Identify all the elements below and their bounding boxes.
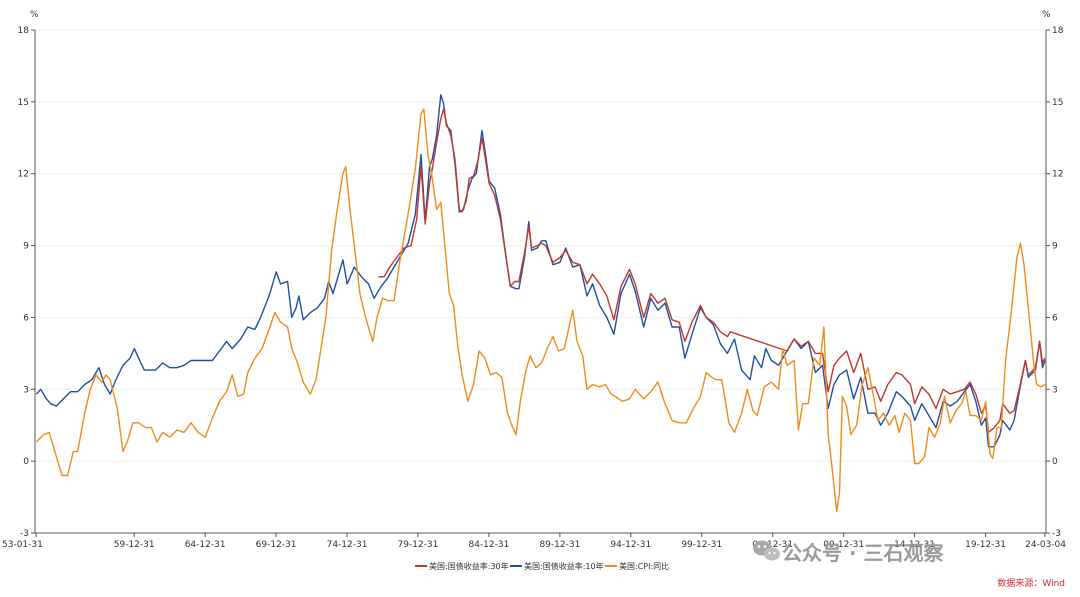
- x-tick-label-10: 04-12-31: [752, 540, 793, 550]
- watermark: 公众号 · 三石观察: [753, 540, 945, 565]
- series-line-2: [35, 108, 1046, 513]
- y-right-tick-label-6: 15: [1052, 98, 1063, 108]
- legend: 美国:国债收益率:30年 美国:国债收益率:10年 美国:CPI:同比: [415, 561, 669, 571]
- y-right-tick-label-3: 6: [1052, 313, 1058, 323]
- y-left-tick-label-4: 9: [23, 242, 29, 252]
- y-right-tick-label-0: -3: [1052, 529, 1061, 539]
- grid-lines: [35, 29, 1046, 534]
- x-tick-label-7: 89-12-31: [539, 540, 580, 550]
- legend-label-0: 美国:国债收益率:30年: [429, 561, 509, 571]
- axes: [34, 30, 1047, 534]
- y-left-tick-label-2: 3: [23, 385, 29, 395]
- data-source: 数据来源：Wind: [997, 577, 1065, 589]
- y-right-tick-label-4: 9: [1052, 242, 1058, 252]
- x-tick-label-9: 99-12-31: [681, 540, 722, 550]
- y-left-tick-label-7: 18: [18, 26, 30, 36]
- x-tick-label-4: 74-12-31: [327, 540, 368, 550]
- wechat-icon: [753, 540, 780, 561]
- series-line-0: [378, 108, 1046, 434]
- x-tick-label-12: 14-12-31: [894, 540, 935, 550]
- x-tick-label-13: 19-12-31: [965, 540, 1006, 550]
- y-left-tick-label-0: -3: [20, 529, 29, 539]
- series-lines: [35, 94, 1046, 513]
- y-left-tick-label-3: 6: [23, 313, 29, 323]
- y-left-tick-label-6: 15: [18, 98, 29, 108]
- series-line-1: [35, 94, 1046, 448]
- x-tick-label-11: 09-12-31: [823, 540, 864, 550]
- y-right-tick-label-5: 12: [1052, 170, 1063, 180]
- y-left-tick-label-1: 0: [23, 457, 29, 467]
- x-tick-label-1: 59-12-31: [114, 540, 155, 550]
- x-tick-label-0: 53-01-31: [2, 540, 43, 550]
- legend-label-2: 美国:CPI:同比: [619, 561, 669, 571]
- x-tick-label-8: 94-12-31: [610, 540, 651, 550]
- y-left-tick-label-5: 12: [18, 170, 29, 180]
- x-tick-label-2: 64-12-31: [185, 540, 226, 550]
- x-axis-ticks: 53-01-31 59-12-31 64-12-31 69-12-31 74-12-31…: [2, 533, 1066, 550]
- y-axis-left-ticks: -3 0 3 6 9 12 15 18: [18, 26, 35, 539]
- x-tick-label-5: 79-12-31: [398, 540, 439, 550]
- legend-label-1: 美国:国债收益率:10年: [524, 561, 604, 571]
- y-right-tick-label-1: 0: [1052, 457, 1058, 467]
- x-tick-label-3: 69-12-31: [256, 540, 297, 550]
- y-unit-right: %: [1042, 10, 1051, 20]
- y-right-tick-label-7: 18: [1052, 26, 1064, 36]
- y-unit-left: %: [30, 10, 39, 20]
- x-tick-label-6: 84-12-31: [468, 540, 509, 550]
- x-tick-label-14: 24-03-04: [1025, 540, 1066, 550]
- watermark-text: 公众号 · 三石观察: [782, 541, 945, 565]
- y-right-tick-label-2: 3: [1052, 385, 1058, 395]
- y-axis-right-ticks: -3 0 3 6 9 12 15 18: [1046, 26, 1064, 539]
